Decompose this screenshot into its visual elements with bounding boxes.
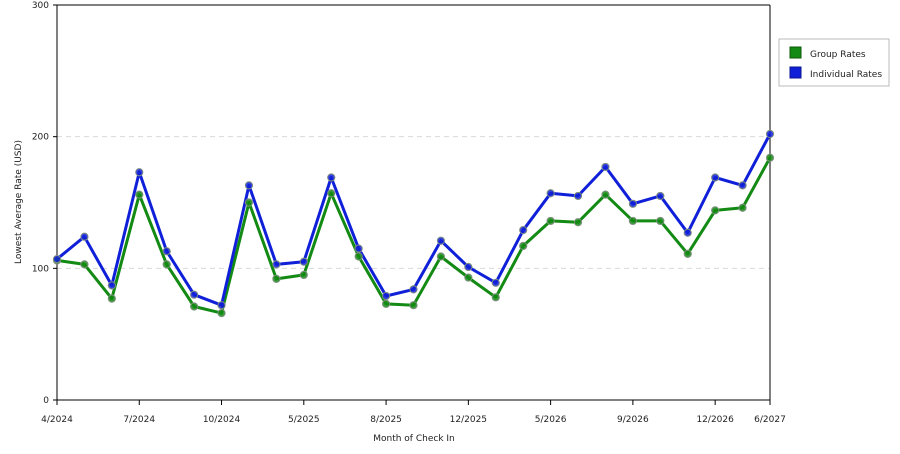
- legend-label-group: Group Rates: [810, 50, 866, 60]
- data-point: [409, 285, 418, 294]
- data-point: [436, 236, 446, 245]
- data-point: [436, 252, 446, 261]
- data-point: [409, 301, 418, 310]
- legend-swatch-individual: [789, 66, 802, 79]
- data-point: [656, 191, 665, 201]
- data-point: [162, 260, 171, 269]
- data-point: [107, 294, 116, 303]
- data-point: [765, 129, 775, 139]
- data-point: [107, 281, 116, 290]
- data-point: [765, 153, 775, 162]
- data-point: [162, 247, 171, 256]
- x-tick-label: 8/2025: [370, 415, 402, 425]
- data-point: [272, 260, 281, 269]
- x-tick-label: 12/2026: [696, 415, 734, 425]
- legend: Group Rates Individual Rates: [778, 38, 890, 87]
- x-tick-label: 10/2024: [203, 415, 241, 425]
- data-point: [135, 190, 144, 199]
- data-point: [656, 216, 665, 226]
- axes: [56, 4, 771, 401]
- data-point: [464, 262, 473, 272]
- data-point: [738, 203, 747, 212]
- data-point: [601, 162, 610, 172]
- data-point: [491, 278, 500, 287]
- y-tick-label: 0: [43, 396, 49, 406]
- data-point: [217, 301, 226, 310]
- data-point: [381, 299, 391, 308]
- x-ticks: 4/2024 7/2024 10/2024 5/2025 8/2025 12/2025 5/…: [41, 400, 786, 425]
- data-point: [711, 206, 720, 215]
- data-point: [354, 244, 363, 253]
- data-point: [491, 293, 500, 302]
- y-tick-label: 200: [32, 133, 49, 143]
- data-point: [217, 309, 226, 318]
- data-point: [519, 226, 528, 235]
- data-point: [601, 190, 610, 199]
- series-points: [52, 129, 775, 318]
- data-point: [464, 273, 473, 282]
- x-tick-label: 9/2026: [617, 415, 649, 425]
- data-point: [546, 189, 555, 198]
- data-point: [272, 274, 281, 283]
- data-point: [519, 241, 528, 251]
- legend-swatch-group: [789, 46, 802, 59]
- x-tick-label: 7/2024: [123, 415, 155, 425]
- data-point: [80, 260, 89, 269]
- data-point: [135, 168, 144, 177]
- data-point: [381, 291, 391, 301]
- data-point: [299, 270, 308, 280]
- legend-label-individual: Individual Rates: [810, 70, 882, 80]
- data-point: [628, 216, 637, 226]
- data-point: [327, 189, 336, 198]
- data-point: [244, 181, 254, 190]
- x-tick-label: 12/2025: [450, 415, 487, 425]
- data-point: [190, 290, 199, 299]
- y-tick-label: 100: [32, 264, 49, 274]
- data-point: [327, 173, 336, 182]
- data-point: [80, 232, 89, 241]
- data-point: [52, 255, 62, 264]
- data-point: [683, 249, 692, 258]
- x-tick-label: 5/2026: [535, 415, 567, 425]
- data-point: [738, 181, 747, 190]
- x-axis-title: Month of Check In: [373, 434, 455, 444]
- data-point: [354, 252, 363, 261]
- data-point: [573, 218, 583, 227]
- x-tick-label: 6/2027: [754, 415, 786, 425]
- y-ticks: 0 100 200 300: [32, 1, 57, 406]
- x-tick-label: 5/2025: [288, 415, 320, 425]
- y-tick-label: 300: [32, 1, 49, 11]
- data-point: [299, 257, 308, 266]
- data-point: [711, 173, 720, 182]
- data-point: [190, 302, 199, 311]
- data-point: [628, 199, 637, 208]
- data-point: [244, 198, 254, 207]
- data-point: [573, 191, 583, 201]
- data-point: [683, 228, 692, 237]
- data-point: [546, 216, 555, 226]
- x-tick-label: 4/2024: [41, 415, 73, 425]
- y-axis-title: Lowest Average Rate (USD): [14, 140, 24, 264]
